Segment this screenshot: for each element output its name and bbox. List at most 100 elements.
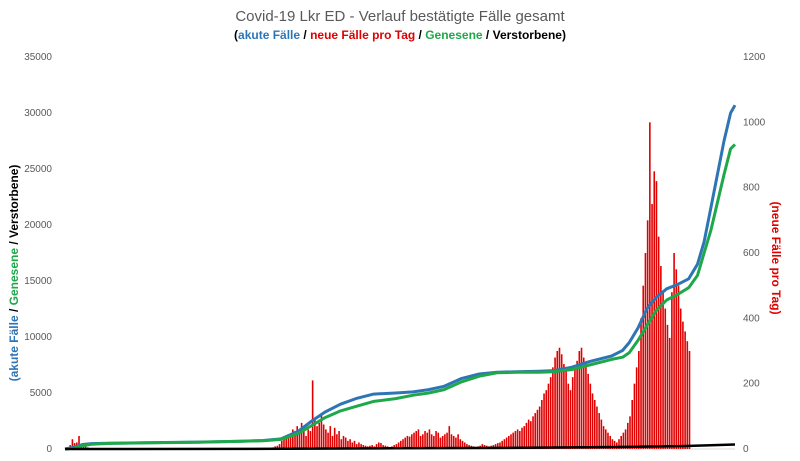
bar-new-cases — [446, 432, 448, 449]
bar-new-cases — [329, 426, 332, 449]
y-tick-left: 10000 — [24, 332, 52, 343]
bar-new-cases — [382, 445, 384, 449]
bar-new-cases — [688, 351, 691, 449]
y-tick-right: 600 — [743, 248, 760, 259]
bar-new-cases — [428, 429, 431, 449]
bar-new-cases — [571, 377, 574, 449]
bar-new-cases — [622, 432, 625, 449]
bar-new-cases — [461, 440, 464, 449]
bar-new-cases — [78, 435, 80, 449]
bar-new-cases — [435, 431, 437, 449]
bar-new-cases — [660, 266, 662, 449]
bar-new-cases — [318, 422, 321, 449]
bar-new-cases — [675, 269, 678, 449]
bar-new-cases — [593, 400, 596, 449]
bar-new-cases — [644, 253, 647, 449]
bar-new-cases — [287, 434, 290, 449]
bar-new-cases — [408, 436, 411, 449]
bar-new-cases — [547, 383, 550, 449]
bar-new-cases — [336, 434, 338, 449]
bar-new-cases — [589, 383, 592, 449]
bar-new-cases — [289, 435, 292, 449]
bar-new-cases — [499, 442, 501, 449]
series-line-verstorbene — [64, 443, 736, 451]
bar-new-cases — [503, 439, 506, 449]
bar-new-cases — [322, 424, 325, 449]
y-axis-label-left-segment: / — [7, 305, 21, 315]
bar-new-cases — [349, 439, 351, 449]
bar-new-cases — [415, 431, 418, 449]
bar-new-cases — [307, 429, 310, 449]
bar-new-cases — [377, 442, 380, 449]
bar-new-cases — [640, 318, 642, 449]
chart-title: Covid-19 Lkr ED - Verlauf bestätigte Fäl… — [235, 8, 565, 25]
bar-new-cases — [459, 439, 462, 449]
bar-new-cases — [578, 351, 581, 449]
bar-new-cases — [439, 437, 442, 449]
bar-new-cases — [565, 370, 567, 449]
series-line-genesene — [64, 143, 737, 451]
bar-new-cases — [358, 442, 360, 449]
bar-new-cases — [649, 122, 651, 449]
bar-new-cases — [618, 439, 620, 449]
bar-new-cases — [679, 308, 682, 449]
bar-new-cases — [580, 347, 583, 449]
bar-new-cases — [591, 393, 594, 449]
bar-new-cases — [554, 357, 556, 449]
bar-new-cases — [576, 360, 578, 449]
bar-new-cases — [437, 432, 440, 449]
chart-subtitle: (akute Fälle / neue Fälle pro Tag / Gene… — [0, 28, 800, 42]
bar-new-cases — [276, 445, 279, 449]
subtitle-segment: / — [415, 28, 426, 42]
bar-new-cases — [534, 413, 537, 449]
bar-new-cases — [598, 413, 600, 449]
subtitle-segment: / Verstorbene) — [482, 28, 566, 42]
bar-new-cases — [314, 417, 316, 449]
bar-new-cases — [333, 427, 336, 449]
bar-new-cases — [481, 444, 484, 449]
bar-new-cases — [355, 444, 358, 449]
y-tick-right: 800 — [743, 183, 760, 194]
bar-new-cases — [556, 351, 559, 449]
bar-new-cases — [362, 445, 365, 449]
bar-new-cases — [347, 440, 349, 449]
bar-new-cases — [633, 383, 636, 449]
y-tick-right: 1200 — [743, 52, 766, 63]
subtitle-segment: / — [300, 28, 311, 42]
bar-new-cases — [615, 442, 618, 449]
bar-new-cases — [521, 427, 523, 449]
bar-new-cases — [657, 236, 660, 449]
bar-new-cases — [545, 390, 548, 449]
bar-new-cases — [655, 181, 658, 449]
bar-new-cases — [393, 445, 395, 449]
bar-new-cases — [666, 324, 669, 449]
bar-new-cases — [419, 435, 422, 449]
y-tick-left: 25000 — [24, 164, 52, 175]
bar-new-cases — [311, 380, 314, 449]
y-tick-left: 0 — [46, 444, 52, 455]
bar-new-cases — [686, 341, 689, 449]
bar-new-cases — [351, 442, 354, 449]
bar-new-cases — [532, 416, 534, 449]
bar-new-cases — [574, 367, 576, 449]
bar-new-cases — [71, 439, 74, 449]
bar-new-cases — [331, 435, 334, 449]
bar-new-cases — [653, 171, 656, 450]
bar-new-cases — [411, 434, 413, 449]
y-tick-left: 20000 — [24, 220, 52, 231]
bar-new-cases — [294, 431, 296, 449]
bar-new-cases — [305, 435, 307, 449]
bar-new-cases — [327, 432, 329, 449]
bar-new-cases — [523, 426, 526, 449]
bar-new-cases — [402, 439, 404, 449]
bar-new-cases — [514, 431, 517, 449]
bar-new-cases — [455, 437, 457, 449]
bar-new-cases — [684, 331, 686, 449]
bar-new-cases — [397, 442, 400, 449]
bar-new-cases — [395, 444, 398, 449]
bar-new-cases — [602, 426, 605, 449]
bar-new-cases — [406, 435, 409, 449]
bar-new-cases — [292, 429, 294, 449]
y-tick-left: 30000 — [24, 108, 52, 119]
